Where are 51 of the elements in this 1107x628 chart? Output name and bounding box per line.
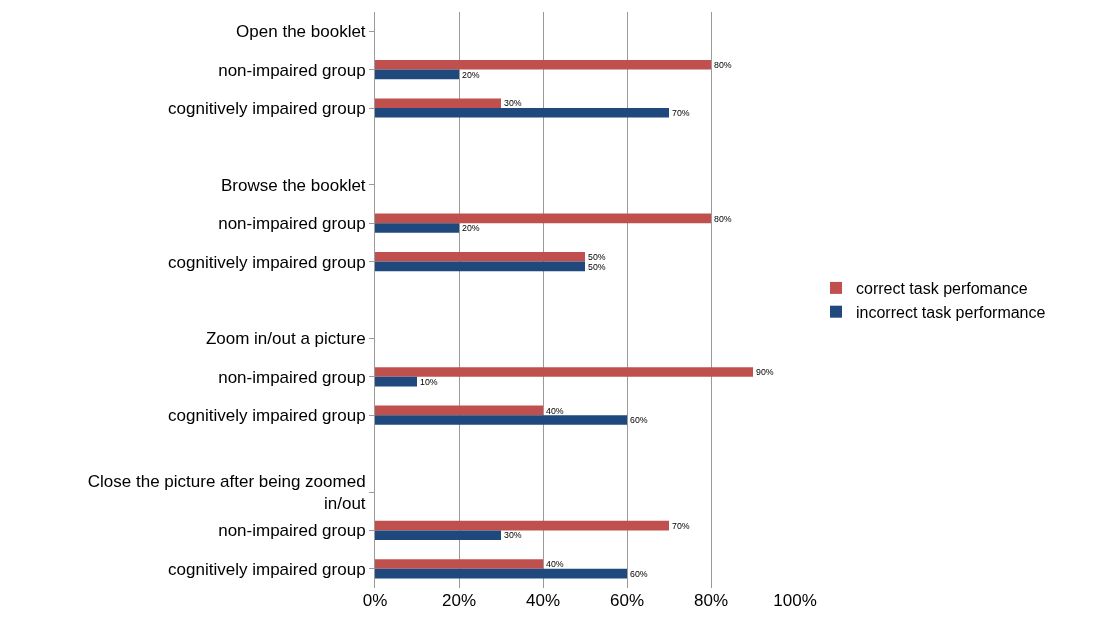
y-tick-label: non-impaired group (218, 367, 366, 387)
data-label: 10% (420, 376, 438, 387)
data-label: 50% (588, 252, 606, 262)
bar (375, 69, 459, 80)
bar (375, 559, 543, 569)
y-tick-label: cognitively impaired group (168, 559, 366, 579)
bar (375, 520, 669, 531)
data-label: 30% (504, 530, 522, 541)
y-tick-label: cognitively impaired group (168, 98, 366, 118)
y-tick-label: non-impaired group (218, 214, 366, 234)
bar (375, 108, 669, 118)
data-label: 60% (630, 415, 648, 426)
data-label: 80% (714, 213, 732, 224)
bar (375, 60, 711, 70)
y-tick-label: cognitively impaired group (168, 252, 366, 272)
data-label: 40% (546, 405, 564, 416)
bar (375, 405, 543, 416)
data-label: 20% (462, 223, 480, 234)
x-tick-label: 60% (609, 591, 645, 610)
y-tick-label: non-impaired group (218, 521, 366, 541)
bar (375, 213, 711, 224)
data-label: 90% (756, 367, 774, 378)
data-label: 70% (672, 520, 690, 531)
data-label: 70% (672, 108, 690, 118)
bar (375, 415, 627, 425)
bar (375, 261, 585, 272)
bar (375, 376, 417, 387)
bar (375, 98, 501, 108)
legend-label: incorrect task performance (856, 303, 1046, 321)
y-tick-label: non-impaired group (218, 60, 366, 80)
data-label: 80% (714, 60, 732, 70)
bar (375, 568, 627, 579)
legend-label: correct task perfomance (856, 280, 1028, 298)
x-tick-label: 100% (773, 591, 817, 610)
bar (375, 223, 459, 233)
data-label: 40% (546, 559, 564, 570)
data-label: 20% (462, 69, 480, 80)
x-tick-label: 20% (441, 591, 477, 610)
x-tick-label: 0% (362, 591, 388, 610)
y-tick-label: Open the booklet (236, 22, 366, 42)
bar (375, 367, 753, 377)
bar (375, 252, 585, 262)
data-label: 60% (630, 568, 648, 579)
data-label: 50% (588, 261, 606, 272)
y-tick-label: Browse the booklet (221, 175, 366, 195)
data-label: 30% (504, 98, 522, 109)
y-tick-label: cognitively impaired group (168, 406, 366, 426)
x-tick-label: 80% (693, 591, 729, 610)
x-tick-label: 40% (525, 591, 561, 610)
y-tick-label: Zoom in/out a picture (205, 329, 366, 349)
bar (375, 530, 501, 540)
